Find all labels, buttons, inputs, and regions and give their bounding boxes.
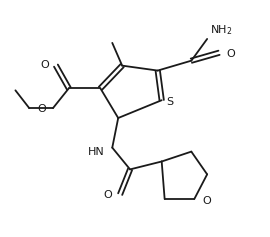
Text: O: O — [202, 196, 211, 206]
Text: HN: HN — [87, 147, 104, 157]
Text: NH$_2$: NH$_2$ — [210, 23, 233, 37]
Text: O: O — [103, 190, 112, 200]
Text: S: S — [167, 97, 174, 107]
Text: O: O — [40, 60, 49, 70]
Text: O: O — [37, 104, 46, 114]
Text: O: O — [226, 49, 235, 59]
